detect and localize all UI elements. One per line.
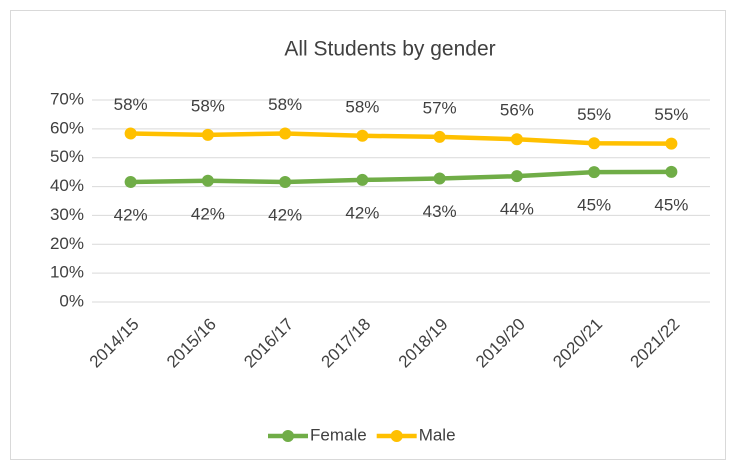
data-label: 42% bbox=[114, 205, 148, 224]
y-tick-label: 0% bbox=[59, 291, 84, 310]
data-label: 58% bbox=[114, 95, 148, 114]
data-point bbox=[588, 166, 601, 179]
y-tick-label: 60% bbox=[50, 118, 84, 137]
data-label: 58% bbox=[345, 97, 379, 116]
data-point bbox=[510, 170, 523, 183]
legend-label: Male bbox=[419, 425, 456, 444]
chart-frame bbox=[10, 10, 726, 460]
y-tick-label: 70% bbox=[50, 89, 84, 108]
data-label: 43% bbox=[423, 202, 457, 221]
data-label: 58% bbox=[268, 95, 302, 114]
data-point bbox=[124, 175, 137, 188]
legend-label: Female bbox=[310, 425, 367, 444]
data-label: 58% bbox=[191, 96, 225, 115]
data-label: 55% bbox=[654, 105, 688, 124]
data-point bbox=[201, 128, 214, 141]
series-line bbox=[130, 131, 672, 146]
data-point bbox=[201, 174, 214, 187]
data-point bbox=[433, 130, 446, 143]
legend-marker bbox=[282, 430, 294, 442]
data-label: 55% bbox=[577, 105, 611, 124]
data-label: 56% bbox=[500, 101, 534, 120]
data-point bbox=[356, 173, 369, 186]
data-label: 42% bbox=[191, 204, 225, 223]
data-point bbox=[665, 137, 678, 150]
data-label: 42% bbox=[345, 203, 379, 222]
data-label: 57% bbox=[423, 98, 457, 117]
legend-marker bbox=[390, 430, 403, 442]
chart-title: All Students by gender bbox=[284, 38, 495, 61]
data-point bbox=[279, 175, 292, 188]
y-tick-label: 40% bbox=[50, 176, 84, 195]
y-tick-label: 30% bbox=[50, 205, 84, 224]
data-label: 44% bbox=[500, 200, 534, 219]
data-point bbox=[356, 129, 369, 142]
data-point bbox=[510, 133, 523, 146]
data-point bbox=[279, 127, 292, 140]
data-label: 42% bbox=[268, 205, 302, 224]
y-tick-label: 20% bbox=[50, 234, 84, 253]
data-label: 45% bbox=[577, 196, 611, 215]
y-tick-label: 10% bbox=[50, 263, 84, 282]
data-point bbox=[665, 165, 678, 178]
series-line bbox=[130, 169, 672, 185]
data-point bbox=[124, 127, 137, 140]
y-tick-label: 50% bbox=[50, 147, 84, 166]
data-label: 45% bbox=[654, 195, 688, 214]
data-point bbox=[588, 137, 601, 150]
data-point bbox=[433, 172, 446, 185]
